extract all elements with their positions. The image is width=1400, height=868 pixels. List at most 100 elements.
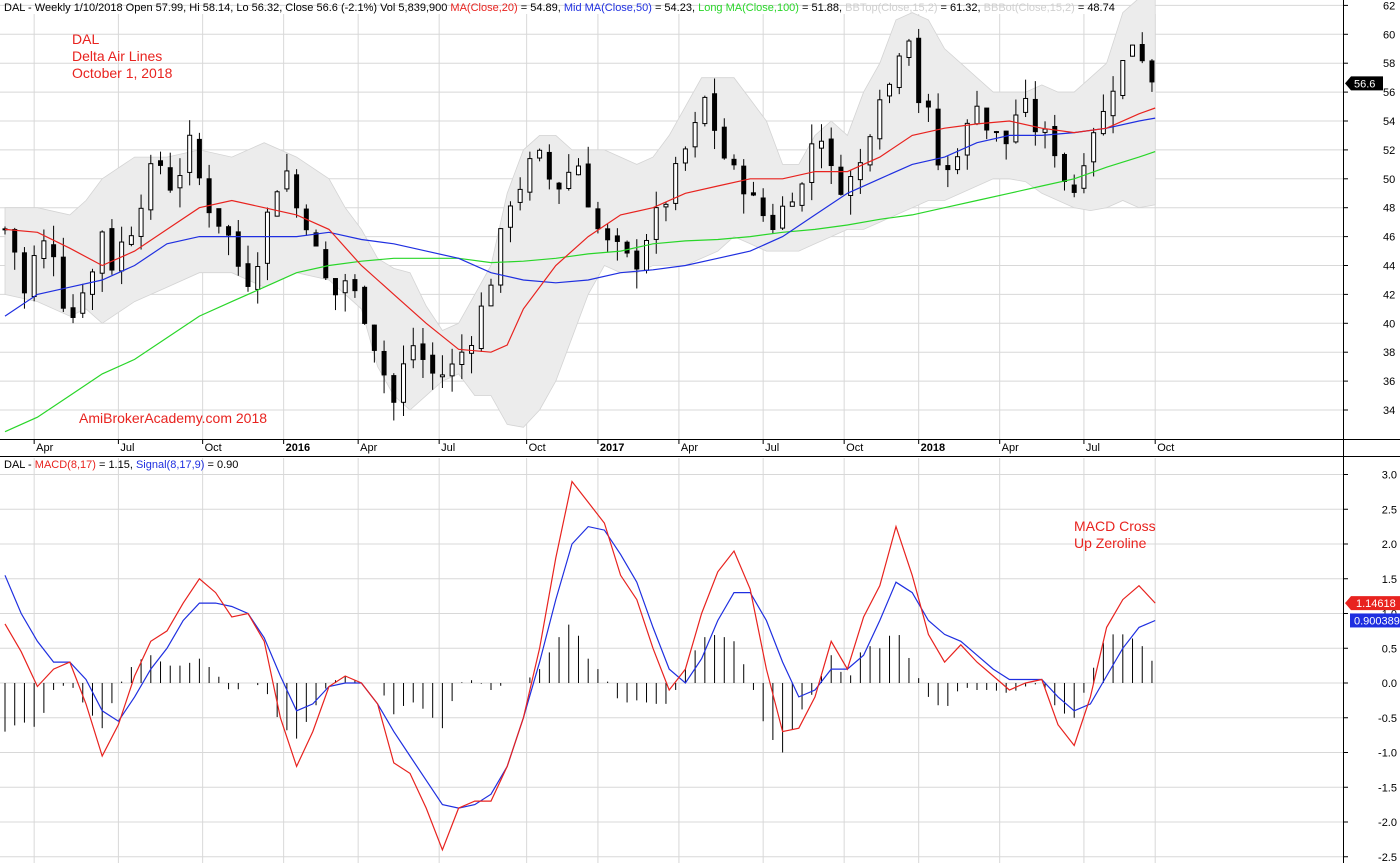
price-tick-label: 46 [1383, 232, 1395, 244]
candle-body-down [624, 241, 630, 254]
price-tick-label: 54 [1383, 116, 1395, 128]
price-tick-label: 42 [1383, 289, 1395, 301]
annotation-date: October 1, 2018 [72, 65, 173, 81]
candle-body-up [410, 345, 416, 361]
x-tick-label: 2016 [286, 442, 310, 454]
candle-body-up [1110, 90, 1116, 117]
candle-body-down [614, 235, 620, 242]
candle-body-up [1023, 97, 1029, 113]
macd-annotation-line1: MACD Cross [1074, 518, 1156, 534]
price-tick-label: 52 [1383, 145, 1395, 157]
candle-body-down [216, 208, 222, 227]
signal-value-tag [1350, 613, 1400, 628]
macd-ticker: DAL [4, 459, 25, 471]
candle-body-down [362, 286, 368, 324]
ma20-line [4, 107, 1156, 353]
candle-body-up [1081, 165, 1087, 189]
candle-body-down [935, 108, 941, 166]
candle-body-up [682, 148, 688, 164]
macd-header: DAL - MACD(8,17) = 1.15, Signal(8,17,9) … [4, 459, 238, 471]
macd-tick-label: 2.5 [1382, 504, 1397, 516]
signal-value-tag-label: 0.900389 [1354, 615, 1400, 627]
candle-body-down [712, 93, 718, 131]
candle-body-down [770, 214, 776, 231]
candle-body-down [595, 208, 601, 230]
candle-body-up [128, 235, 134, 245]
ma20-label: MA(Close,20) [450, 2, 517, 14]
candle-body-down [605, 228, 611, 241]
candle-body-down [750, 192, 756, 196]
candle-body-down [1149, 60, 1155, 83]
candle-body-up [974, 105, 980, 125]
candle-body-up [89, 271, 95, 295]
candle-body-down [760, 197, 766, 217]
candle-body-down [984, 107, 990, 131]
candle-body-down [371, 324, 377, 351]
ma50-label: Mid MA(Close,50) [564, 2, 652, 14]
candle-body-down [391, 375, 397, 403]
candle-body-up [867, 136, 873, 166]
candle-body-down [196, 138, 202, 179]
candle-body-down [206, 178, 212, 214]
candle-body-up [653, 207, 659, 240]
annotation-ticker: DAL [72, 31, 99, 47]
price-tick-label: 36 [1383, 376, 1395, 388]
ma100-value: = 51.88, [799, 2, 845, 14]
ma100-label: Long MA(Close,100) [698, 2, 799, 14]
candle-body-up [274, 191, 280, 217]
candle-body-up [1091, 132, 1097, 163]
candle-body-up [663, 203, 669, 208]
candle-body-down [381, 350, 387, 376]
ma100-line [4, 151, 1156, 433]
candle-body-up [896, 55, 902, 88]
candle-body-up [906, 40, 912, 58]
candle-body-down [1052, 126, 1058, 157]
candle-body-up [1013, 114, 1019, 143]
candle-body-up [517, 188, 523, 203]
candle-body-up [478, 305, 484, 350]
last-price-tag [1345, 76, 1383, 91]
bbtop-label: BBTop(Close,15,2) [845, 2, 937, 14]
x-tick-label: Jul [120, 442, 134, 454]
moving-average-lines [4, 107, 1156, 433]
candle-body-up [566, 171, 572, 190]
candlesticks [2, 28, 1155, 421]
candle-body-down [352, 279, 358, 292]
candle-body-up [993, 131, 999, 134]
price-y-axis: 34 36 38 40 42 44 46 48 50 52 54 56 58 60 62 [1343, 0, 1395, 417]
candle-body-up [1100, 110, 1106, 135]
price-tick-label: 60 [1383, 29, 1395, 41]
candle-body-down [828, 138, 834, 167]
bbbot-value: = 48.74 [1075, 2, 1115, 14]
candle-body-up [342, 280, 348, 294]
watermark: AmiBrokerAcademy.com 2018 [79, 410, 267, 426]
x-tick-label: 2017 [600, 442, 624, 454]
price-tick-label: 38 [1383, 347, 1395, 359]
x-tick-label: Apr [36, 442, 53, 454]
macd-tick-label: 0.5 [1382, 643, 1397, 655]
candle-body-up [789, 201, 795, 207]
ma20-value: = 54.89, [518, 2, 564, 14]
bollinger-band-fill [4, 0, 1156, 428]
x-tick-label: Jul [1086, 442, 1100, 454]
candle-body-down [245, 263, 251, 287]
candle-body-up [848, 176, 854, 196]
candle-body-up [780, 205, 786, 229]
annotation-company: Delta Air Lines [72, 48, 162, 64]
value-tags: 56.6 1.14618 0.900389 [1345, 76, 1400, 628]
candle-body-down [1032, 98, 1038, 133]
price-tick-label: 44 [1383, 261, 1395, 273]
price-tick-label: 48 [1383, 203, 1395, 215]
candle-body-up [80, 292, 86, 314]
price-tick-label: 56 [1383, 87, 1395, 99]
macd-value-tag-label: 1.14618 [1356, 598, 1396, 610]
candle-body-down [838, 166, 844, 195]
macd-tick-label: -2.5 [1378, 852, 1397, 863]
candle-body-up [575, 165, 581, 176]
candle-body-up [692, 122, 698, 148]
macd-y-axis: 3.02.52.01.51.00.50.0-0.5-1.0-1.5-2.0-2.… [1343, 470, 1397, 864]
candle-body-up [702, 96, 708, 125]
signal-value: = 0.90 [204, 459, 238, 471]
candle-body-up [469, 345, 475, 354]
